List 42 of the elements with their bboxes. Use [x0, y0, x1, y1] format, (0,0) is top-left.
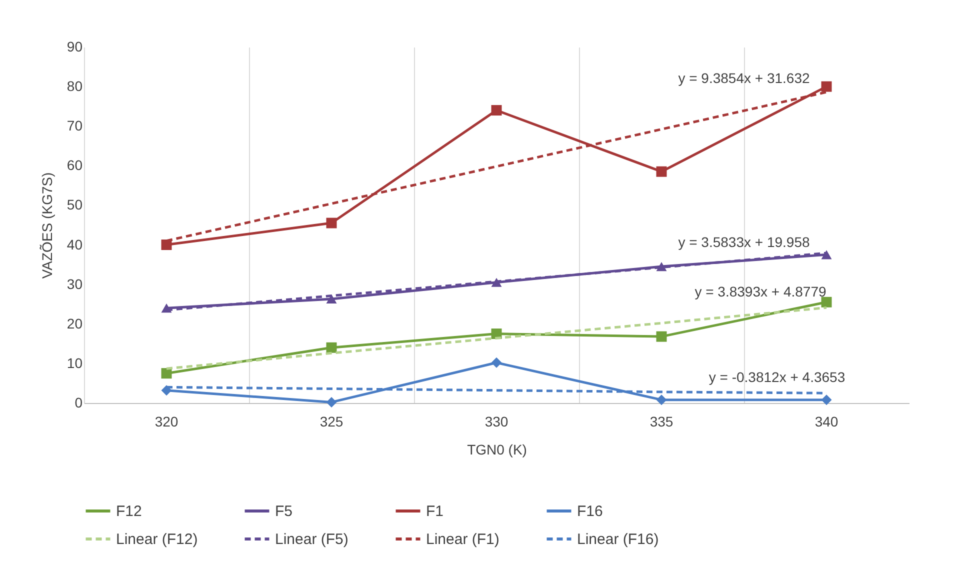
y-tick-label: 20 — [66, 315, 83, 332]
y-tick-label: 50 — [66, 196, 83, 213]
legend-label: F16 — [577, 503, 603, 520]
legend-label: Linear (F16) — [577, 531, 659, 548]
y-tick-label: 10 — [66, 354, 83, 371]
point — [821, 81, 832, 92]
x-tick-label: 340 — [814, 414, 838, 430]
y-tick-label: 90 — [66, 38, 83, 54]
legend-label: Linear (F12) — [116, 531, 198, 548]
y-tick-label: 60 — [66, 157, 83, 174]
legend-label: F1 — [426, 503, 444, 520]
annotation: y = -0.3812x + 4.3653 — [708, 369, 846, 386]
legend-label: Linear (F1) — [426, 531, 500, 548]
point — [656, 166, 667, 177]
annotation: y = 9.3854x + 31.632 — [678, 70, 810, 86]
legend-label: F12 — [116, 503, 142, 520]
point — [656, 331, 667, 342]
y-tick-label: 40 — [66, 236, 83, 252]
legend-label: F5 — [275, 503, 293, 520]
point — [326, 294, 337, 304]
legend-label: Linear (F5) — [275, 531, 348, 548]
x-axis-title: TGN0 (K) — [467, 442, 527, 458]
x-tick-label: 330 — [484, 414, 508, 430]
point — [161, 385, 172, 396]
point — [821, 394, 832, 406]
annotation: y = 3.8393x + 4.8779 — [694, 284, 826, 300]
point — [656, 394, 667, 406]
point — [491, 357, 502, 368]
x-tick-label: 335 — [650, 414, 674, 430]
y-axis-title: VAZÕES (KG7S) — [38, 172, 55, 279]
annotation: y = 3.5833x + 19.958 — [678, 234, 810, 250]
point — [491, 105, 502, 116]
point — [821, 296, 832, 308]
point — [326, 396, 337, 408]
y-tick-label: 0 — [74, 394, 83, 410]
x-tick-label: 320 — [154, 414, 178, 430]
y-tick-label: 70 — [66, 118, 83, 134]
point — [326, 342, 337, 353]
point — [326, 218, 337, 228]
y-tick-label: 30 — [66, 276, 83, 292]
x-tick-label: 325 — [320, 414, 344, 430]
y-tick-label: 80 — [66, 78, 83, 94]
